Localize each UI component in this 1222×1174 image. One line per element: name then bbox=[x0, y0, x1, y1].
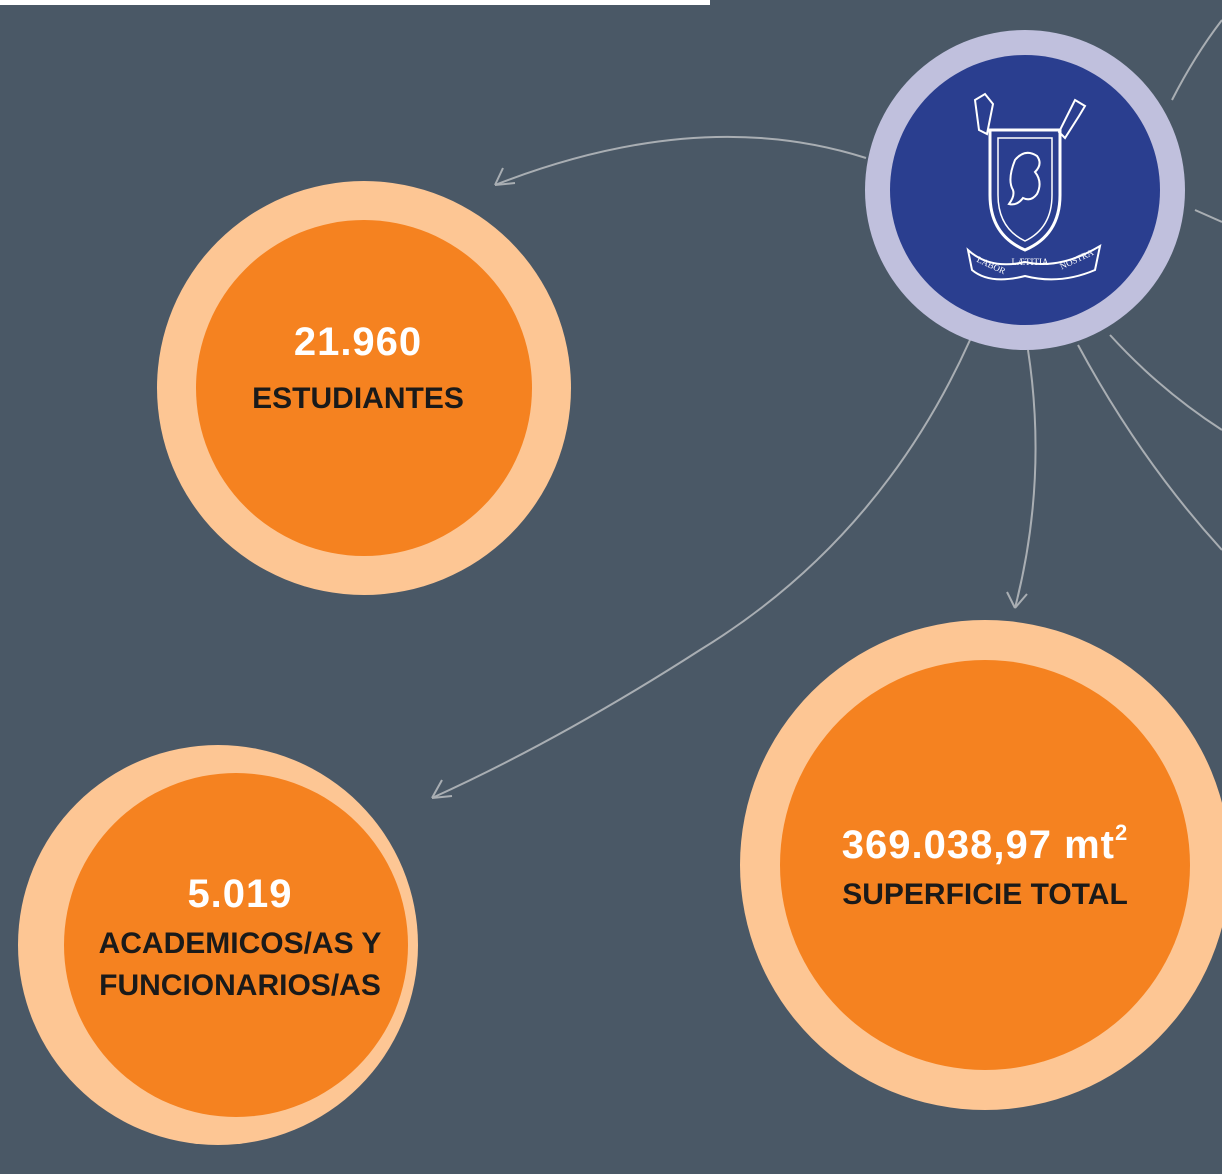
connector bbox=[494, 135, 867, 186]
connector bbox=[1171, 19, 1222, 101]
arrowhead bbox=[431, 779, 453, 799]
stat-value: 5.019 bbox=[187, 872, 292, 916]
connector bbox=[1014, 349, 1037, 609]
stat-bubble: 369.038,97 mt2 SUPERFICIE TOTAL bbox=[740, 620, 1222, 1110]
torch bbox=[973, 92, 995, 136]
stat-value-text: 369.038,97 mt bbox=[842, 823, 1115, 867]
logo: LABOR LÆTITIA NOSTRA bbox=[865, 30, 1185, 350]
stat-bubble: 21.960 ESTUDIANTES bbox=[157, 181, 571, 595]
connector bbox=[1109, 334, 1222, 431]
stat-value: 369.038,97 mt2 bbox=[842, 820, 1128, 867]
bubble bbox=[64, 773, 408, 1117]
superscript: 2 bbox=[1115, 820, 1128, 845]
bubble bbox=[196, 220, 532, 556]
scroll bbox=[966, 243, 1102, 281]
lion bbox=[1007, 151, 1041, 206]
connectors bbox=[431, 19, 1222, 799]
bubble bbox=[780, 660, 1190, 1070]
connector bbox=[1194, 209, 1222, 223]
stat-label: SUPERFICIE TOTAL bbox=[842, 878, 1128, 911]
connector bbox=[1077, 344, 1222, 551]
arrowhead bbox=[1006, 591, 1028, 609]
keys bbox=[1057, 98, 1087, 140]
motto: LÆTITIA bbox=[1012, 257, 1049, 267]
logo-disc bbox=[890, 55, 1160, 325]
stat-label: ESTUDIANTES bbox=[252, 382, 464, 415]
shield-inner bbox=[997, 137, 1053, 242]
stat-value: 21.960 bbox=[294, 320, 422, 364]
top-bar bbox=[0, 0, 710, 5]
stat-label: FUNCIONARIOS/AS bbox=[99, 969, 381, 1002]
connector bbox=[431, 339, 971, 799]
shield bbox=[988, 128, 1062, 252]
stat-bubble: 5.019 ACADEMICOS/AS Y FUNCIONARIOS/AS bbox=[18, 745, 418, 1145]
arrowhead bbox=[494, 167, 516, 186]
stat-label: ACADEMICOS/AS Y bbox=[99, 927, 382, 960]
